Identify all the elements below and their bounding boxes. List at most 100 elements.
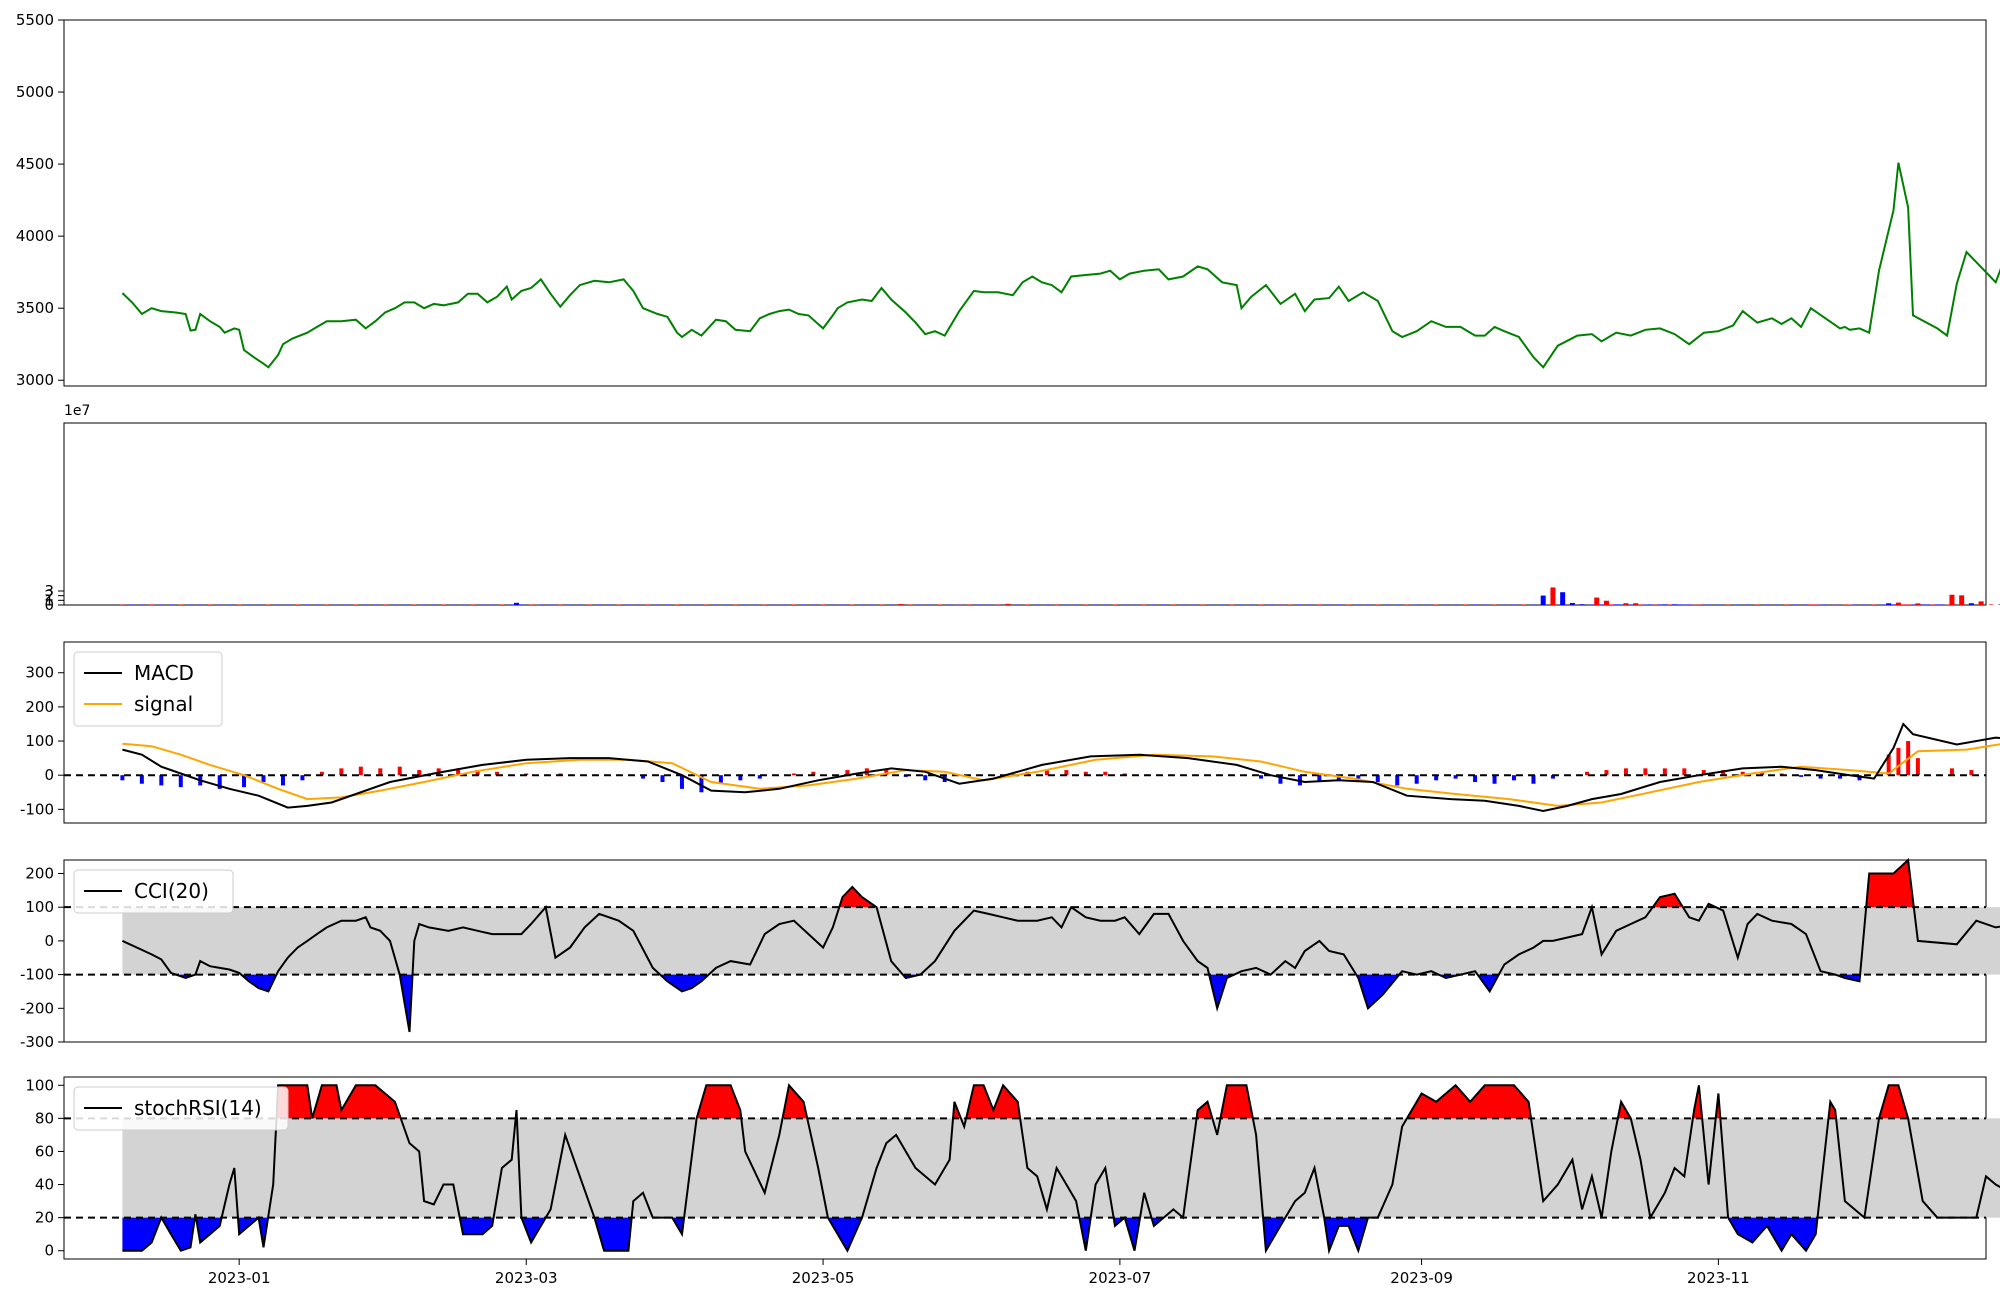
volume-bar: [1843, 604, 1847, 605]
volume-bar: [1512, 604, 1516, 605]
panel-2-ytick-label: 100: [25, 732, 54, 750]
volume-bar: [772, 604, 776, 605]
volume-bar: [841, 604, 845, 605]
panel-3-ytick-label: 0: [44, 932, 54, 950]
volume-bar: [1882, 604, 1886, 605]
x-tick-label: 2023-05: [792, 1269, 855, 1287]
volume-bar: [1872, 604, 1876, 605]
volume-bar: [617, 604, 621, 605]
x-tick-label: 2023-09: [1390, 1269, 1453, 1287]
macd-histogram-bar: [1624, 768, 1628, 775]
panel-4-ytick-label: 20: [35, 1209, 54, 1227]
volume-bar: [753, 604, 757, 605]
volume-bar: [1288, 604, 1292, 605]
volume-bar: [1240, 604, 1244, 605]
volume-bar: [393, 604, 397, 605]
oversold-fill: [460, 1218, 494, 1235]
volume-bar: [1959, 595, 1964, 605]
volume-bar: [1949, 595, 1954, 605]
volume-bar: [714, 604, 718, 605]
volume-bar: [1915, 603, 1920, 605]
volume-bar: [879, 604, 883, 605]
panel-3-ytick-label: 200: [25, 864, 54, 882]
macd-histogram-bar: [660, 775, 664, 782]
volume-bar: [422, 604, 426, 605]
macd-histogram-bar: [1395, 775, 1399, 785]
macd-histogram-bar: [378, 768, 382, 775]
volume-bar: [1171, 604, 1175, 605]
volume-bar: [821, 604, 825, 605]
macd-histogram-bar: [1682, 768, 1686, 775]
volume-bar: [461, 604, 465, 605]
volume-bar: [1424, 604, 1428, 605]
macd-histogram-bar: [792, 773, 796, 775]
volume-bar: [1594, 598, 1599, 605]
volume-bar: [364, 604, 368, 605]
volume-bar: [1726, 604, 1730, 605]
volume-bar: [1463, 604, 1467, 605]
panel-4-ytick-label: 100: [25, 1076, 54, 1094]
volume-bar: [1989, 604, 1993, 605]
overbought-fill: [966, 1085, 1020, 1118]
volume-bar: [1623, 603, 1628, 605]
volume-bar: [1901, 604, 1905, 605]
volume-bar: [354, 604, 358, 605]
volume-bar: [1405, 604, 1409, 605]
volume-bar: [514, 603, 519, 605]
volume-bar: [529, 604, 533, 605]
volume-bar: [1808, 604, 1813, 605]
volume-bar: [1259, 604, 1263, 605]
volume-bar: [898, 604, 903, 605]
volume-bar: [1347, 604, 1351, 605]
macd-histogram-bar: [1663, 768, 1667, 775]
macd-histogram-bar: [1415, 775, 1419, 784]
volume-bar: [189, 604, 193, 605]
macd-histogram-bar: [1473, 775, 1477, 782]
volume-bar: [802, 604, 806, 605]
macd-histogram-bar: [680, 775, 684, 789]
panel-0-ytick-label: 4500: [16, 155, 54, 173]
panel-3-ytick-label: 100: [25, 898, 54, 916]
volume-bar: [656, 604, 660, 605]
volume-bar: [1658, 604, 1662, 605]
volume-bar: [1016, 604, 1020, 605]
panel-2-ytick-label: 300: [25, 664, 54, 682]
overbought-fill: [1866, 860, 1914, 907]
volume-bar: [938, 604, 942, 605]
volume-bar: [266, 604, 270, 605]
volume-bar: [1570, 603, 1575, 605]
macd-histogram-bar: [1916, 758, 1920, 775]
macd-histogram-bar: [1493, 775, 1497, 784]
volume-bar: [1142, 604, 1146, 605]
volume-bar: [626, 604, 630, 605]
volume-bar: [724, 604, 728, 605]
volume-bar: [1308, 604, 1312, 605]
volume-bar: [1132, 604, 1136, 605]
volume-bar: [967, 604, 971, 605]
volume-bar: [1103, 604, 1107, 605]
volume-bar: [1716, 604, 1720, 605]
volume-bar: [1191, 604, 1195, 605]
volume-bar: [1633, 603, 1638, 605]
volume-bar: [763, 604, 767, 605]
volume-bar: [1356, 604, 1360, 605]
volume-bar: [179, 604, 183, 605]
volume-bar: [1550, 587, 1555, 605]
panel-2-ytick-label: 200: [25, 698, 54, 716]
volume-bar: [1230, 604, 1234, 605]
volume-bar: [1746, 604, 1750, 605]
volume-bar: [1386, 604, 1390, 605]
volume-bar: [442, 604, 446, 605]
volume-bar: [1614, 604, 1619, 605]
volume-bar: [1327, 604, 1331, 605]
volume-bar: [987, 604, 991, 605]
volume-bar: [646, 604, 650, 605]
macd-histogram-bar: [1896, 748, 1900, 775]
volume-bar: [1619, 604, 1623, 605]
volume-bar: [1662, 604, 1667, 605]
volume-bar: [1629, 604, 1633, 605]
volume-bar: [510, 604, 514, 605]
macd-histogram-bar: [1259, 775, 1263, 778]
volume-bar: [373, 604, 377, 605]
